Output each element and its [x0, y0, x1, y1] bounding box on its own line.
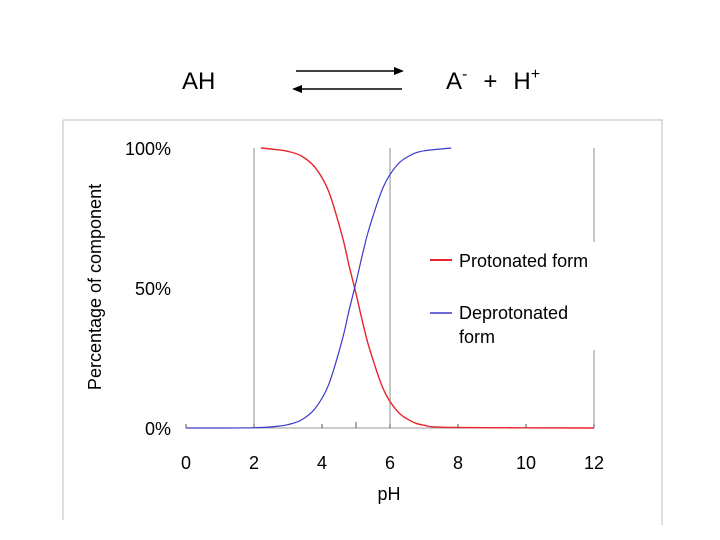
- legend-label-deprotonated: Deprotonated: [459, 303, 568, 323]
- axis-ticks: 0 2 4 6 8 10 12 0% 50% 100%: [125, 139, 604, 473]
- y-tick-label: 0%: [145, 419, 171, 439]
- y-tick-label: 50%: [135, 279, 171, 299]
- anion-charge: -: [462, 66, 468, 83]
- x-tick-label: 0: [181, 453, 191, 473]
- series-line-deprotonated: [186, 147, 452, 429]
- x-tick-label: 2: [249, 453, 259, 473]
- legend-label-protonated: Protonated form: [459, 251, 588, 271]
- equilibrium-arrows-icon: [292, 67, 404, 93]
- x-tick-label: 8: [453, 453, 463, 473]
- products-label: A- + H+: [446, 66, 541, 96]
- x-tick-label: 12: [584, 453, 604, 473]
- x-tick-label: 6: [385, 453, 395, 473]
- reactant-formula: AH: [182, 68, 216, 95]
- proton-formula: H: [513, 68, 531, 95]
- plus-sign: +: [483, 68, 498, 95]
- legend-label-deprotonated-2: form: [459, 327, 495, 347]
- y-tick-label: 100%: [125, 139, 171, 159]
- reactant-label: AH: [182, 68, 215, 96]
- legend-box: [424, 242, 614, 350]
- x-tick-label: 4: [317, 453, 327, 473]
- series-lines: [186, 147, 595, 429]
- y-axis-label: Percentage of component: [85, 184, 105, 390]
- series-line-protonated: [260, 147, 595, 429]
- legend: Protonated form Deprotonated form: [424, 242, 614, 350]
- anion-formula: A: [446, 68, 463, 95]
- x-tick-label: 10: [516, 453, 536, 473]
- proton-charge: +: [530, 66, 541, 83]
- x-axis-label: pH: [377, 484, 400, 504]
